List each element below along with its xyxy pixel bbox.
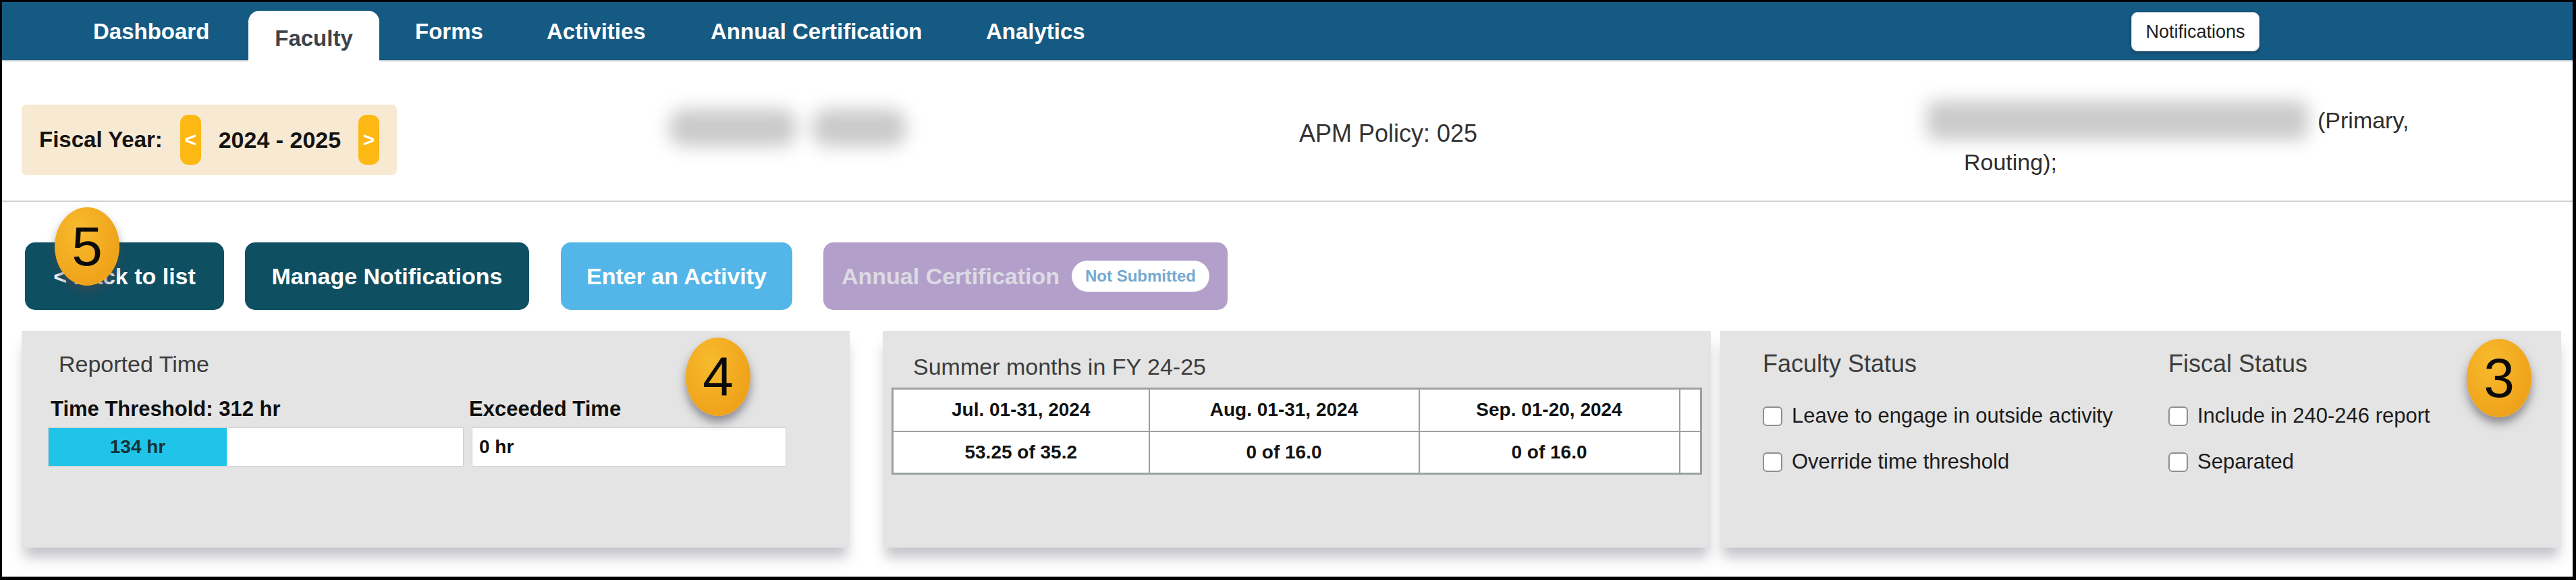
faculty-status-title: Faculty Status [1763, 350, 1917, 378]
fiscal-year-value: 2024 - 2025 [219, 127, 341, 153]
action-button-row: 5 < Back to list Manage Notifications En… [2, 202, 2573, 331]
reported-time-title: Reported Time [59, 351, 209, 377]
separated-option: Separated [2168, 450, 2294, 474]
separated-label: Separated [2197, 450, 2294, 474]
fiscal-year-next-button[interactable]: > [358, 115, 379, 165]
override-threshold-option: Override time threshold [1763, 450, 2009, 474]
leave-outside-activity-option: Leave to engage in outside activity [1763, 404, 2113, 428]
exceeded-time-label: Exceeded Time [469, 397, 621, 421]
tab-activities[interactable]: Activities [547, 2, 646, 61]
include-240-246-checkbox[interactable] [2168, 406, 2188, 426]
summer-truncated-cell [1680, 431, 1701, 474]
summer-header-row: Jul. 01-31, 2024 Aug. 01-31, 2024 Sep. 0… [893, 389, 1701, 431]
reported-time-bar: 134 hr [48, 427, 464, 467]
override-threshold-label: Override time threshold [1792, 450, 2009, 474]
reported-time-bar-fill: 134 hr [49, 428, 227, 466]
notifications-button[interactable]: Notifications [2131, 12, 2259, 51]
tab-forms[interactable]: Forms [415, 2, 483, 61]
summer-value-jul: 53.25 of 35.2 [893, 431, 1149, 474]
leave-outside-activity-label: Leave to engage in outside activity [1792, 404, 2113, 428]
fiscal-year-prev-button[interactable]: < [180, 115, 201, 165]
summer-value-aug: 0 of 16.0 [1149, 431, 1419, 474]
include-240-246-option: Include in 240-246 report [2168, 404, 2430, 428]
apm-policy-text: APM Policy: 025 [1299, 120, 1477, 148]
include-240-246-label: Include in 240-246 report [2197, 404, 2430, 428]
annual-certification-button[interactable]: Annual Certification Not Submitted [823, 242, 1228, 310]
annual-certification-label: Annual Certification [842, 263, 1060, 290]
app-window: Dashboard Faculty Forms Activities Annua… [0, 0, 2576, 580]
tab-faculty[interactable]: Faculty [248, 11, 379, 66]
callout-number-4: 4 [686, 338, 750, 416]
override-threshold-checkbox[interactable] [1763, 452, 1782, 472]
department-text: (Primary, Routing); [1927, 98, 2561, 179]
redaction-blur [1927, 101, 2308, 140]
summer-value-sep: 0 of 16.0 [1419, 431, 1680, 474]
summer-truncated-column [1680, 389, 1701, 431]
summer-months-title: Summer months in FY 24-25 [913, 354, 1206, 380]
not-submitted-badge: Not Submitted [1072, 261, 1209, 292]
top-nav: Dashboard Faculty Forms Activities Annua… [2, 2, 2573, 61]
faculty-header: Fiscal Year: < 2024 - 2025 > APM Policy:… [2, 63, 2573, 202]
summer-col-aug: Aug. 01-31, 2024 [1149, 389, 1419, 431]
redaction-blur [669, 109, 797, 147]
summer-months-table: Jul. 01-31, 2024 Aug. 01-31, 2024 Sep. 0… [892, 388, 1702, 475]
summer-value-row: 53.25 of 35.2 0 of 16.0 0 of 16.0 [893, 431, 1701, 474]
summer-col-sep: Sep. 01-20, 2024 [1419, 389, 1680, 431]
status-panel: Faculty Status Fiscal Status 3 Leave to … [1720, 331, 2561, 548]
fiscal-status-title: Fiscal Status [2168, 350, 2307, 378]
exceeded-time-value: 0 hr [472, 427, 786, 467]
tab-analytics[interactable]: Analytics [986, 2, 1085, 61]
callout-number-3: 3 [2467, 339, 2531, 417]
summer-col-jul: Jul. 01-31, 2024 [893, 389, 1149, 431]
separated-checkbox[interactable] [2168, 452, 2188, 472]
summer-months-panel: Summer months in FY 24-25 Jul. 01-31, 20… [883, 331, 1711, 548]
time-threshold-label: Time Threshold: 312 hr [51, 397, 281, 421]
department-suffix-line1: (Primary, [2318, 107, 2409, 134]
reported-time-panel: Reported Time 4 Time Threshold: 312 hr E… [22, 331, 850, 548]
fiscal-year-label: Fiscal Year: [39, 127, 163, 153]
summary-panels: Reported Time 4 Time Threshold: 312 hr E… [2, 331, 2573, 580]
redacted-faculty-name [669, 109, 946, 176]
tab-annual-certification[interactable]: Annual Certification [711, 2, 923, 61]
manage-notifications-button[interactable]: Manage Notifications [245, 242, 529, 310]
tab-dashboard[interactable]: Dashboard [93, 2, 209, 61]
enter-activity-button[interactable]: Enter an Activity [561, 242, 792, 310]
department-suffix-line2: Routing); [1964, 149, 2057, 176]
leave-outside-activity-checkbox[interactable] [1763, 406, 1782, 426]
redaction-blur [812, 109, 906, 147]
fiscal-year-selector: Fiscal Year: < 2024 - 2025 > [22, 105, 397, 175]
callout-number-5: 5 [55, 207, 119, 286]
